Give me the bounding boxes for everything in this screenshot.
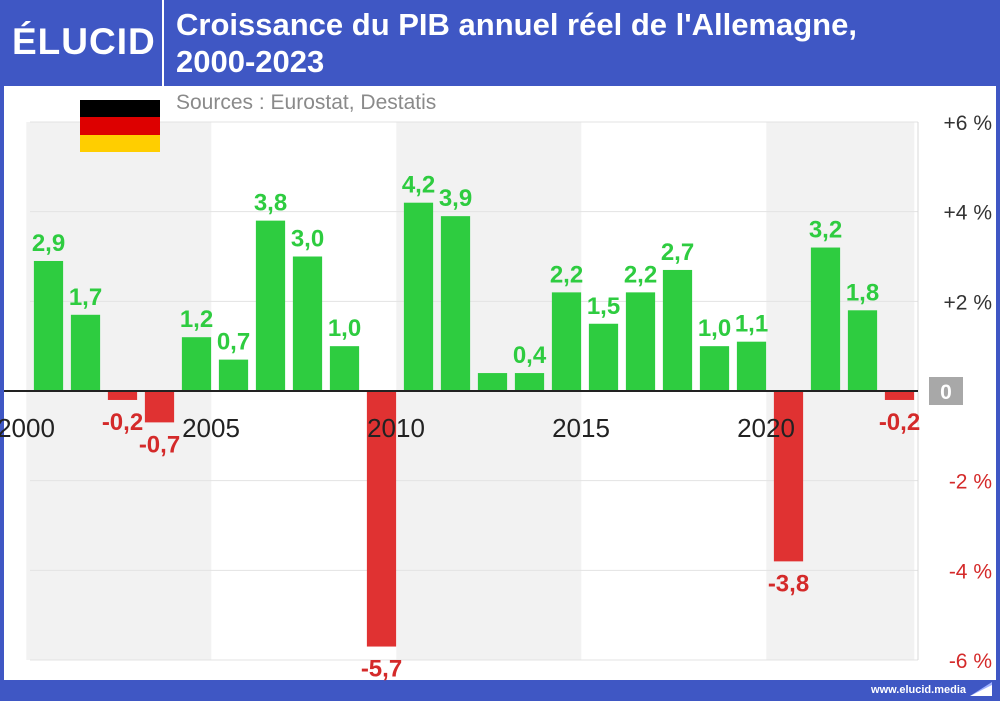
- bar: [255, 220, 286, 391]
- data-label: -0,2: [879, 409, 920, 436]
- bar: [366, 391, 397, 647]
- x-tick-label: 2010: [367, 413, 425, 443]
- data-label: 2,2: [624, 261, 657, 288]
- bar: [588, 323, 619, 391]
- data-label: 1,7: [69, 284, 102, 311]
- germany-flag-icon: [80, 100, 160, 152]
- data-label: 3,0: [291, 226, 324, 253]
- y-tick-label: +6 %: [944, 112, 992, 135]
- x-tick-label: 2020: [737, 413, 795, 443]
- bar: [181, 337, 212, 391]
- chart-title-line2: 2000-2023: [176, 44, 325, 79]
- bar: [699, 346, 730, 391]
- chart-title: Croissance du PIB annuel réel de l'Allem…: [176, 6, 976, 80]
- data-label: 2,7: [661, 239, 694, 266]
- y-tick-label: +2 %: [944, 291, 992, 314]
- chart-sources: Sources : Eurostat, Destatis: [176, 91, 437, 114]
- bar: [292, 256, 323, 391]
- data-label: 4,2: [402, 172, 435, 199]
- bar: [107, 391, 138, 400]
- y-tick-zero-box: [929, 377, 963, 405]
- x-tick-label: 2000: [0, 413, 55, 443]
- bar: [70, 314, 101, 391]
- data-label: -0,2: [102, 409, 143, 436]
- data-label: -5,7: [361, 656, 402, 683]
- bar: [773, 391, 804, 562]
- bar: [514, 373, 545, 391]
- data-label: 1,1: [735, 311, 768, 338]
- footer-url: www.elucid.media: [871, 684, 966, 696]
- data-label: 0,7: [217, 329, 250, 356]
- data-label: 3,2: [809, 217, 842, 244]
- header: ÉLUCID Croissance du PIB annuel réel de …: [0, 0, 1000, 86]
- x-tick-label: 2015: [552, 413, 610, 443]
- bar: [810, 247, 841, 391]
- bar: [329, 346, 360, 391]
- bar: [33, 260, 64, 391]
- data-label: 1,0: [698, 315, 731, 342]
- data-label: 1,0: [328, 315, 361, 342]
- elucid-flag-icon: [970, 682, 992, 696]
- bar: [218, 359, 249, 391]
- elucid-logo: ÉLUCID: [12, 21, 156, 62]
- bar: [736, 341, 767, 391]
- flag-stripe-black: [80, 100, 160, 118]
- data-label: 1,8: [846, 279, 879, 306]
- bar: [403, 202, 434, 391]
- data-label: 3,8: [254, 190, 287, 217]
- data-label: 3,9: [439, 185, 472, 212]
- bar: [440, 216, 471, 391]
- y-tick-label: 0: [940, 381, 952, 404]
- data-label: 0,4: [513, 342, 547, 369]
- chart-title-line1: Croissance du PIB annuel réel de l'Allem…: [176, 7, 857, 42]
- bar: [477, 373, 508, 391]
- logo-divider: [162, 0, 164, 86]
- data-label: 1,5: [587, 293, 620, 320]
- bar: [662, 269, 693, 391]
- bar: [551, 292, 582, 391]
- data-label: 1,2: [180, 306, 213, 333]
- data-label: 2,9: [32, 230, 65, 257]
- bar: [625, 292, 656, 391]
- data-label: -0,7: [139, 431, 180, 458]
- y-tick-label: +4 %: [944, 202, 992, 225]
- y-tick-label: -2 %: [949, 471, 992, 494]
- data-label: 2,2: [550, 261, 583, 288]
- y-tick-label: -4 %: [949, 560, 992, 583]
- y-tick-label: -6 %: [949, 650, 992, 673]
- flag-stripe-red: [80, 117, 160, 135]
- x-tick-label: 2005: [182, 413, 240, 443]
- data-label: -3,8: [768, 570, 809, 597]
- bar: [884, 391, 915, 400]
- bar: [847, 310, 878, 391]
- bar: [144, 391, 175, 423]
- flag-stripe-gold: [80, 134, 160, 152]
